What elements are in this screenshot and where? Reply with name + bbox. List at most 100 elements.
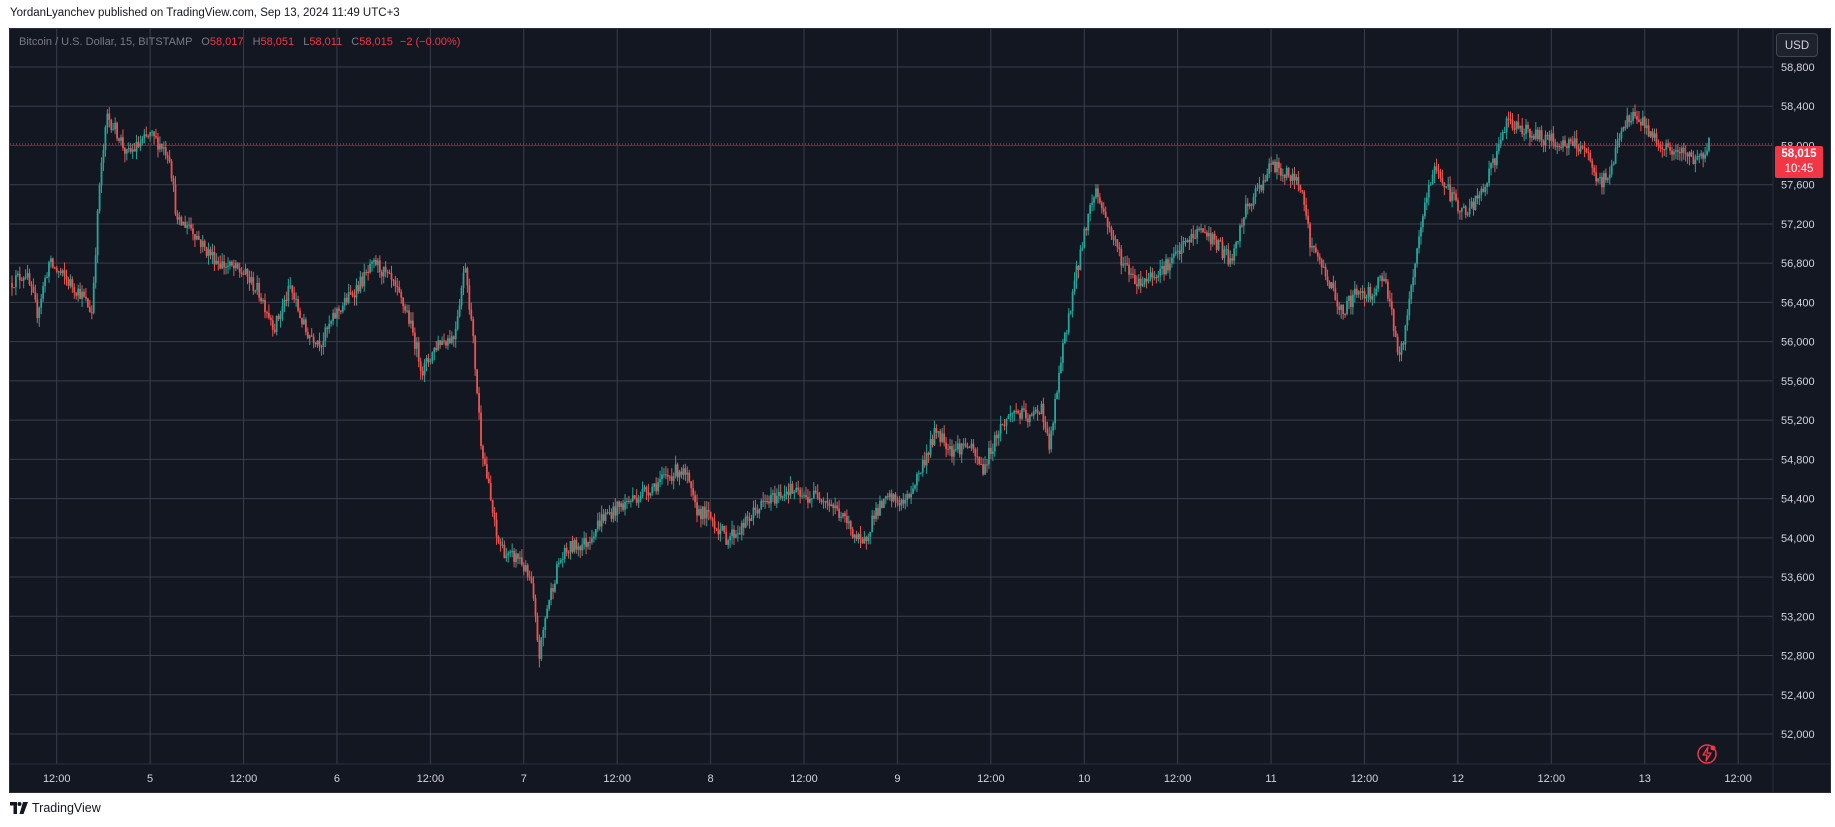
candle [30, 281, 33, 296]
candle [1336, 292, 1339, 315]
candle [122, 129, 124, 151]
candle [845, 509, 848, 530]
candle [921, 455, 924, 477]
candle [242, 270, 245, 276]
candle [1455, 189, 1457, 202]
candle [884, 495, 887, 505]
candle [1272, 159, 1274, 166]
candle [793, 489, 796, 500]
candle [1408, 291, 1411, 321]
candle [301, 317, 303, 328]
candle [1425, 192, 1428, 211]
candle [1626, 107, 1629, 130]
candle [991, 443, 994, 461]
candle [898, 495, 901, 512]
candle [1108, 221, 1111, 233]
candle [503, 540, 506, 559]
candle [1097, 184, 1099, 204]
candle [308, 334, 311, 345]
candle [217, 256, 220, 271]
candle [1657, 139, 1660, 151]
candle [1453, 186, 1455, 201]
candle [1085, 227, 1088, 236]
candle [456, 309, 459, 331]
candle [1176, 244, 1179, 259]
price-tick-label: 58,800 [1781, 62, 1815, 74]
candle [902, 492, 905, 509]
candle [411, 312, 414, 336]
candle [24, 269, 27, 280]
candle [1472, 198, 1475, 216]
candle [1614, 138, 1617, 165]
candle [1007, 413, 1010, 420]
candle [1388, 290, 1391, 307]
candle [1515, 120, 1518, 134]
candle [731, 520, 733, 545]
candle [556, 560, 558, 585]
candle [573, 538, 576, 554]
candle [785, 486, 788, 500]
candle [1285, 165, 1288, 181]
candle [1087, 213, 1090, 236]
candle [519, 551, 521, 565]
candle [1334, 280, 1337, 301]
candlestick-chart[interactable]: 52,000 52,400 52,800 53,200 53,600 54,000 54,4… [10, 29, 1830, 792]
candle [1492, 154, 1494, 168]
candle [1457, 197, 1459, 214]
candle [1221, 236, 1224, 261]
candle [598, 512, 601, 531]
candle [1567, 137, 1570, 156]
candle [240, 266, 243, 278]
candle [1194, 229, 1197, 240]
price-tick-label: 56,800 [1781, 258, 1815, 270]
candle [104, 125, 107, 157]
candle [100, 157, 103, 194]
candle [1225, 245, 1228, 255]
lightning-icon[interactable] [1696, 743, 1718, 765]
candle [1116, 239, 1119, 253]
candle [686, 466, 689, 484]
candle [1036, 405, 1039, 421]
candle [445, 339, 447, 349]
candle [1694, 154, 1697, 173]
candle [700, 505, 702, 528]
candle [285, 291, 288, 307]
candle [1019, 410, 1021, 425]
candle [620, 501, 623, 512]
candle [1606, 177, 1609, 184]
candle [371, 260, 373, 272]
candle [674, 455, 677, 479]
candle [929, 430, 932, 459]
candle [472, 316, 475, 344]
candle [688, 469, 691, 484]
currency-button[interactable]: USD [1776, 33, 1818, 57]
candle [1028, 414, 1031, 427]
candle [1314, 243, 1317, 254]
low-value: 58,011 [309, 36, 343, 48]
candle [1556, 141, 1559, 154]
candle [711, 516, 714, 527]
candle [205, 246, 208, 258]
candle [1100, 200, 1103, 214]
candle [789, 476, 792, 499]
candle [522, 562, 525, 576]
candle [234, 260, 237, 272]
candle [116, 121, 118, 142]
candle [338, 305, 340, 320]
candle [1030, 412, 1033, 417]
publish-header: YordanLyanchev published on TradingView.… [10, 7, 400, 19]
candle [1416, 247, 1418, 268]
candle [1632, 108, 1635, 125]
price-tick-label: 52,800 [1781, 651, 1815, 663]
time-tick-label: 7 [521, 773, 527, 785]
candle [509, 549, 512, 558]
candle [1439, 168, 1442, 182]
chart-frame[interactable]: 52,000 52,400 52,800 53,200 53,600 54,000 54,4… [9, 28, 1831, 793]
candle [1363, 287, 1366, 307]
candle [1511, 113, 1514, 131]
candle [563, 544, 566, 563]
candle [273, 323, 276, 334]
candle [842, 512, 844, 519]
candle [1571, 135, 1574, 147]
candle [378, 255, 381, 278]
